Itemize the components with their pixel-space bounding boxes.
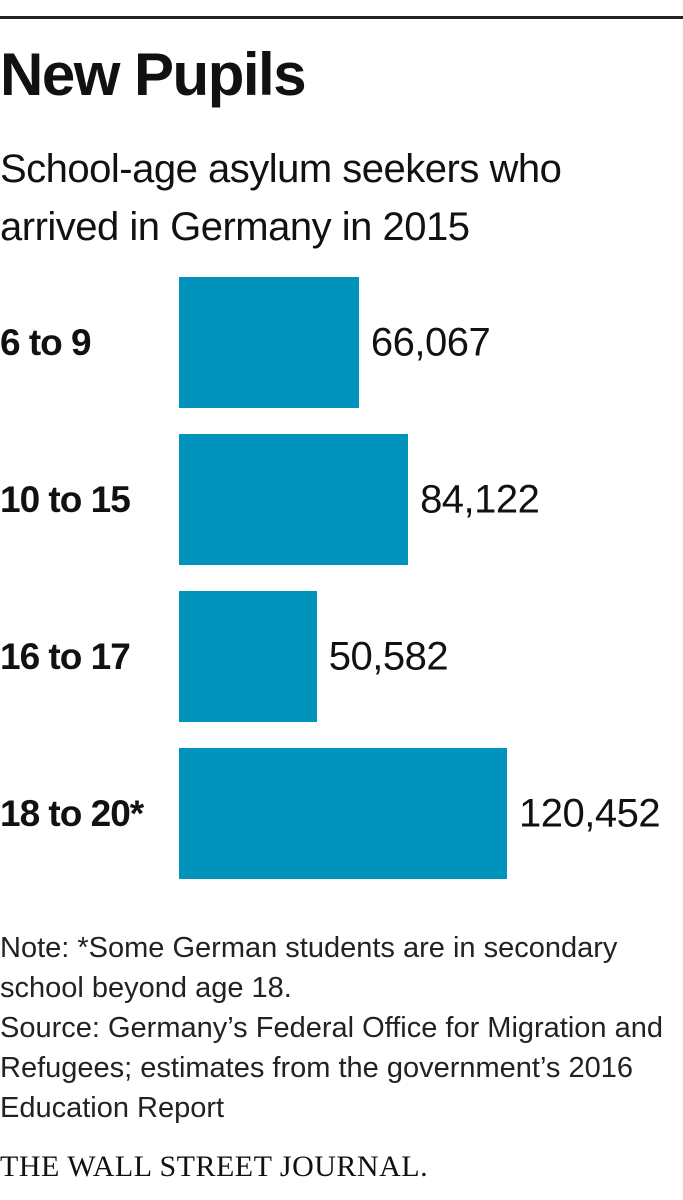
notes: Note: *Some German students are in secon… — [0, 928, 670, 1128]
top-rule — [0, 16, 683, 19]
bar — [179, 748, 507, 879]
data-label: 50,582 — [328, 634, 449, 678]
bar — [179, 591, 317, 722]
note: Note: *Some German students are in secon… — [0, 932, 618, 1004]
data-label: 120,452 — [519, 791, 661, 835]
bar — [179, 277, 359, 408]
y-tick-label: 6 to 9 — [0, 321, 92, 363]
y-tick-label: 16 to 17 — [0, 635, 131, 677]
plot-area: 6 to 9 66,067 10 to 15 84,122 16 to 17 50,582… — [0, 270, 683, 890]
credit: THE WALL STREET JOURNAL. — [0, 1150, 429, 1183]
y-tick-label: 10 to 15 — [0, 478, 131, 520]
data-label: 84,122 — [420, 477, 540, 521]
chart-title: New Pupils — [0, 41, 307, 108]
source: Source: Germany’s Federal Office for Mig… — [0, 1012, 664, 1124]
chart-subtitle: School-age asylum seekers who arrived in… — [0, 147, 562, 249]
bar — [179, 434, 409, 565]
y-tick-label: 18 to 20* — [0, 792, 144, 834]
data-label: 66,067 — [370, 320, 491, 364]
